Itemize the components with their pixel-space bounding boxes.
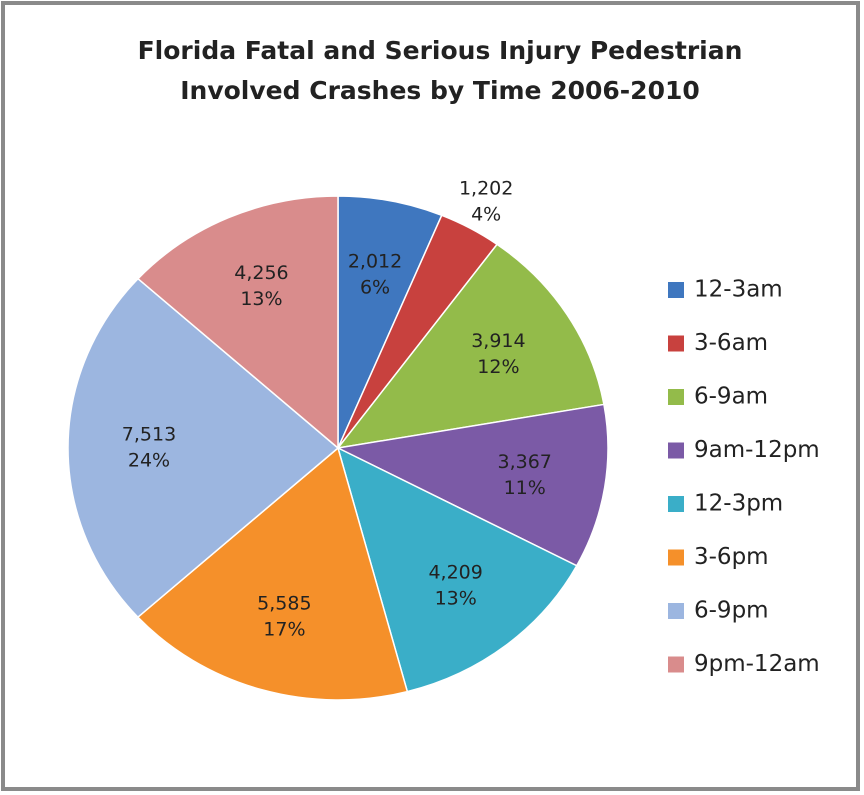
value-label: 7,513	[122, 423, 176, 445]
legend-label: 12-3am	[694, 277, 783, 303]
pie-slice	[336, 243, 605, 450]
legend-swatch	[668, 656, 684, 673]
value-label: 3,367	[497, 451, 551, 473]
percent-label: 17%	[263, 619, 305, 641]
percent-label: 6%	[360, 277, 390, 299]
legend-swatch	[668, 603, 684, 619]
legend-label: 9pm-12am	[694, 651, 820, 677]
legend-label: 9am-12pm	[694, 437, 820, 463]
legend-swatch	[668, 496, 684, 512]
value-label: 3,914	[471, 330, 525, 352]
chart-title: Involved Crashes by Time 2006-2010	[180, 76, 700, 105]
value-label: 5,585	[257, 593, 311, 615]
percent-label: 11%	[504, 477, 546, 499]
pie-slice	[67, 277, 340, 619]
legend-label: 12-3pm	[694, 491, 783, 517]
pie-slice	[136, 446, 409, 701]
value-label: 1,202	[459, 177, 513, 199]
percent-label: 24%	[128, 449, 170, 471]
legend-swatch	[668, 389, 684, 405]
percent-label: 12%	[477, 356, 519, 378]
value-label: 4,209	[428, 562, 482, 584]
percent-label: 13%	[240, 288, 282, 310]
legend-swatch	[668, 282, 684, 298]
pie-slice	[136, 195, 339, 450]
legend-swatch	[668, 549, 684, 566]
chart-title: Florida Fatal and Serious Injury Pedestr…	[138, 36, 743, 65]
percent-label: 4%	[471, 203, 501, 225]
legend-swatch	[668, 335, 684, 352]
legend-label: 3-6pm	[694, 544, 769, 570]
legend-label: 6-9pm	[694, 598, 769, 624]
value-label: 2,012	[348, 251, 402, 273]
pie-slice	[336, 446, 578, 693]
percent-label: 13%	[435, 588, 477, 610]
legend-label: 3-6am	[694, 330, 768, 356]
value-label: 4,256	[234, 262, 288, 284]
pie-slice	[335, 403, 609, 567]
legend-label: 6-9am	[694, 384, 768, 410]
legend-swatch	[668, 442, 684, 459]
